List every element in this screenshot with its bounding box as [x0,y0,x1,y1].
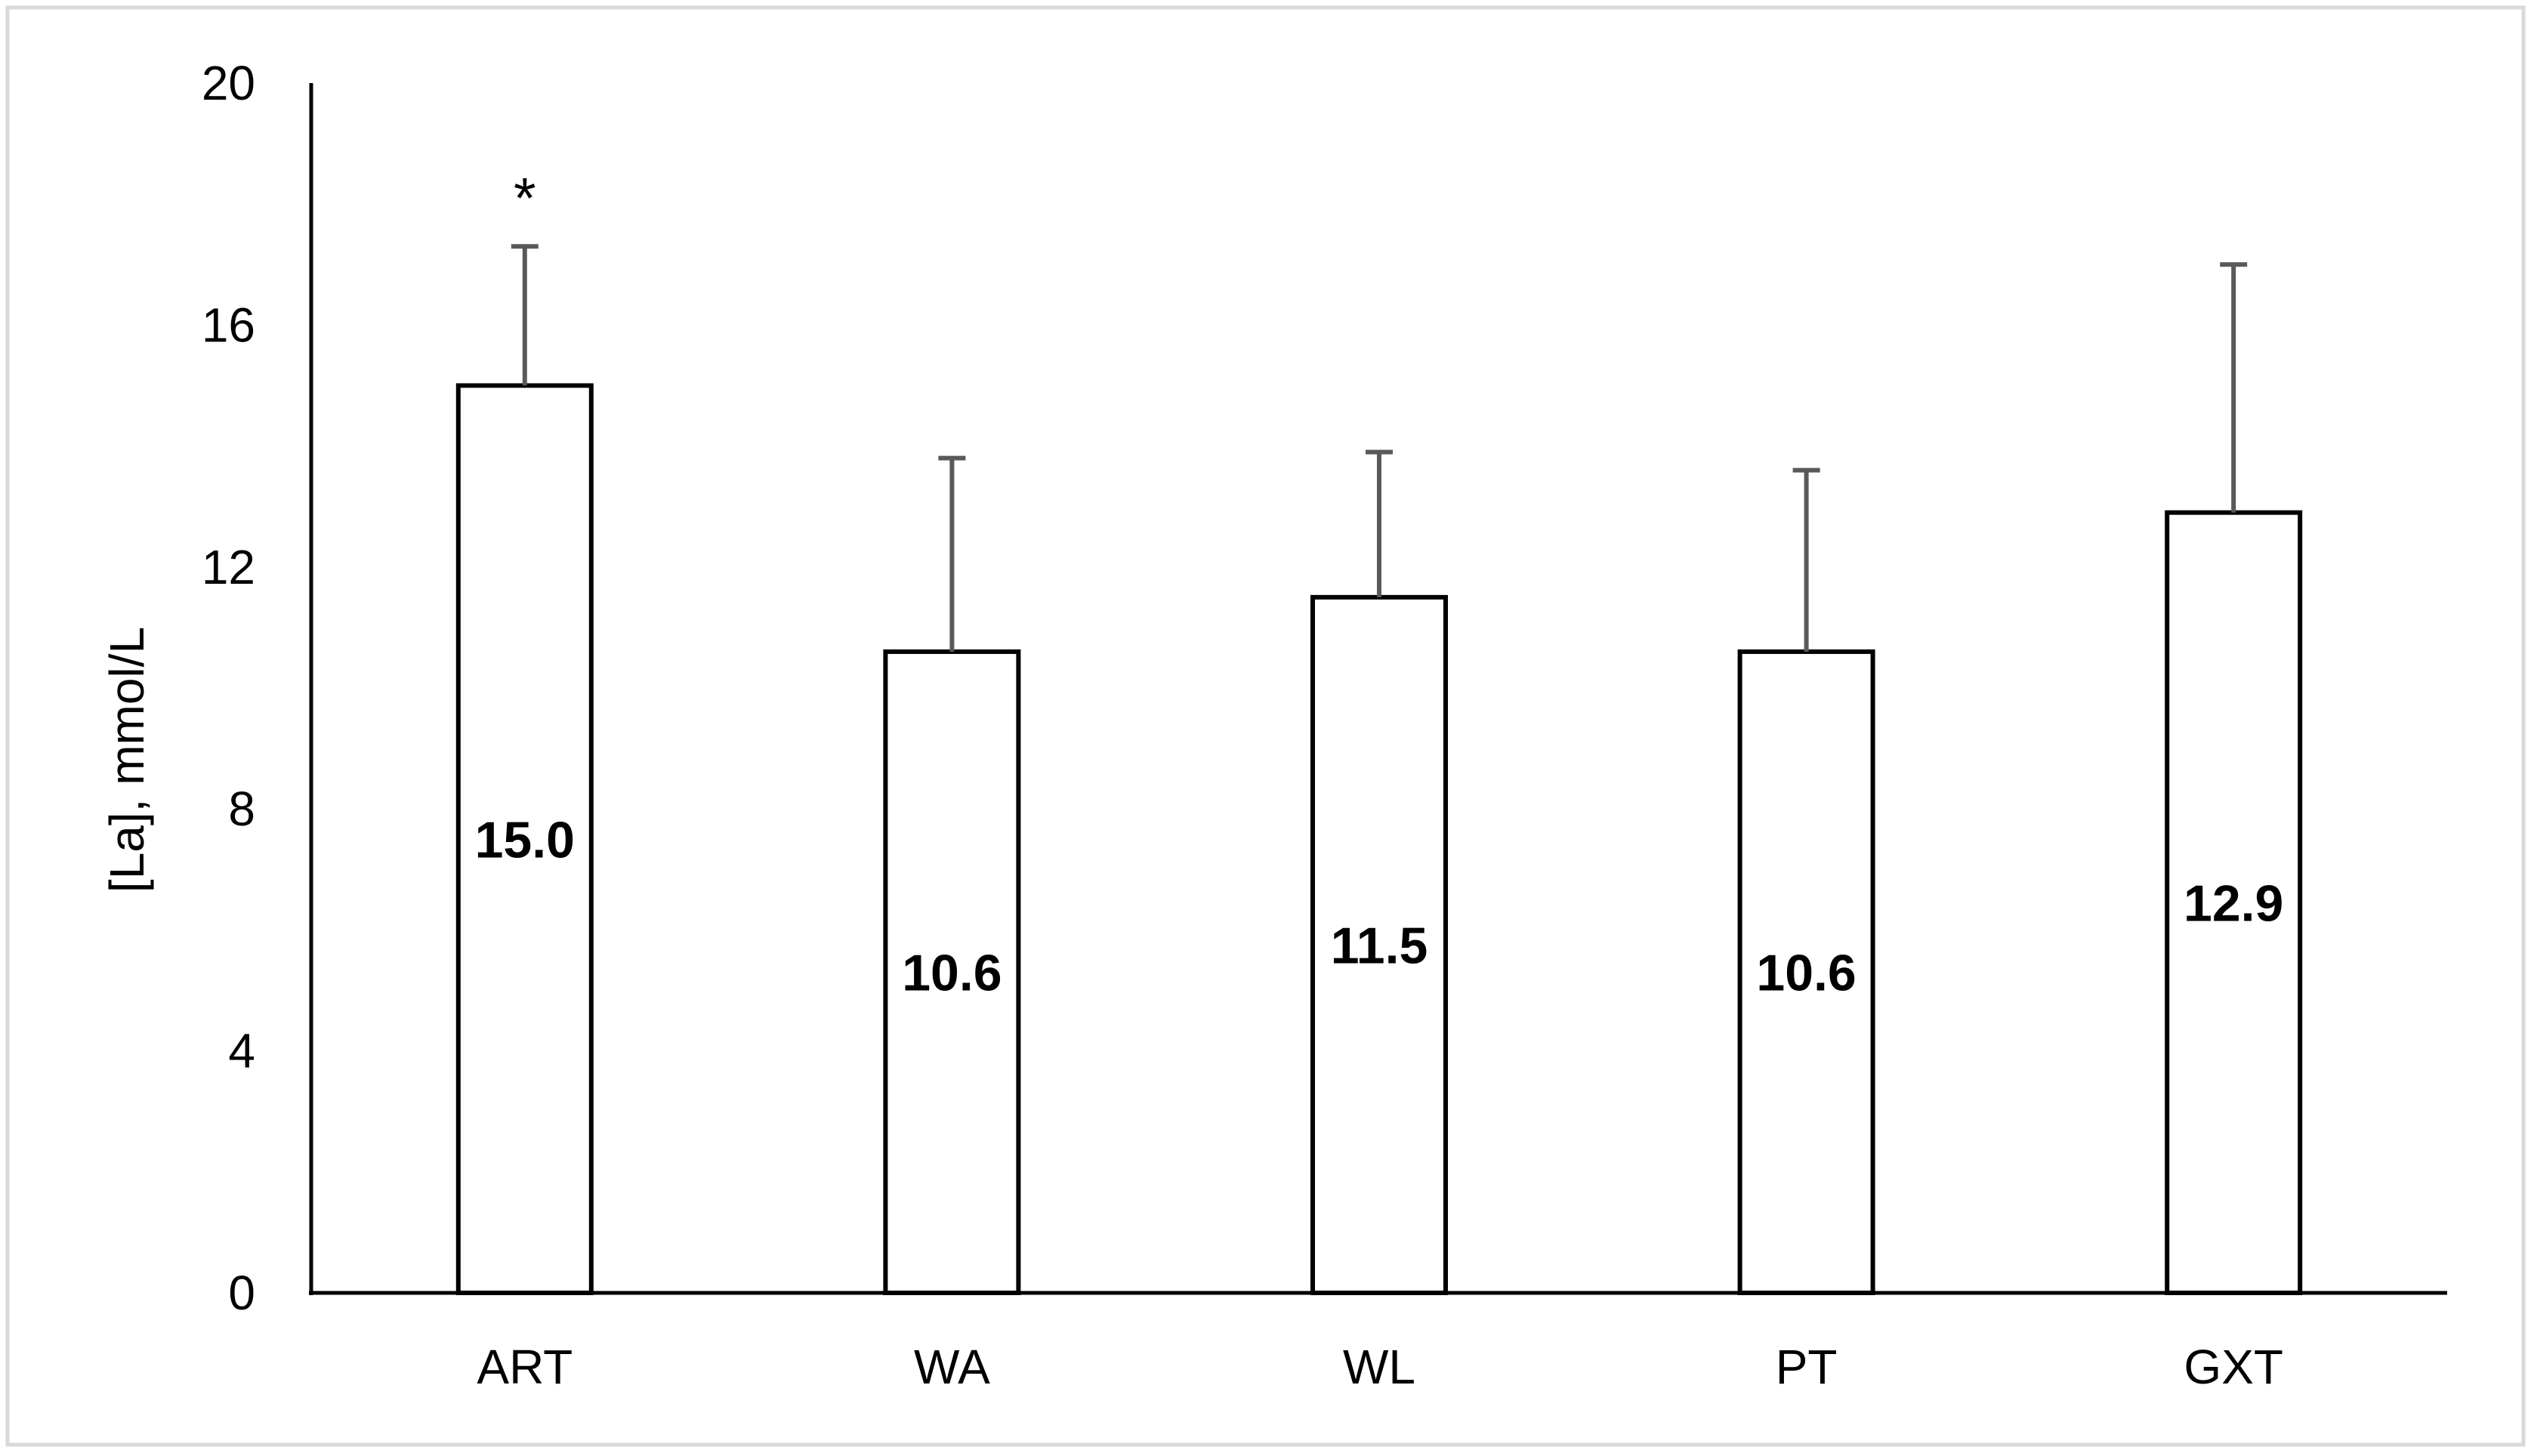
error-bars-layer [511,244,2248,652]
bar-art [455,383,594,1295]
data-label-wa: 10.6 [902,944,1002,1001]
x-tick-label-gxt: GXT [2184,1340,2283,1394]
y-tick-label-0: 0 [228,1266,255,1320]
bar-pt [1737,649,1875,1295]
x-tick-label-wa: WA [914,1340,990,1394]
labels-layer: 0 4 8 12 16 20 ART WA WL PT GXT 15.0 10.6 11.5 10.6 12.… [202,56,2284,1394]
y-tick-label-4: 4 [228,1024,255,1078]
data-label-pt: 10.6 [1756,944,1856,1001]
y-tick-label-16: 16 [202,298,255,352]
axes-layer [309,83,2447,1295]
data-label-wl: 11.5 [1331,917,1428,974]
y-tick-label-20: 20 [202,56,255,110]
bar-wa [883,649,1021,1295]
x-tick-label-art: ART [477,1340,573,1394]
chart-border [5,5,2526,1447]
significance-marker-art: * [514,166,536,230]
data-label-gxt: 12.9 [2184,875,2283,932]
y-tick-label-8: 8 [228,782,255,836]
x-tick-label-wl: WL [1343,1340,1415,1394]
y-tick-label-12: 12 [202,540,255,594]
y-axis-title: [La], mmol/L [100,627,154,893]
data-label-art: 15.0 [475,811,575,868]
x-tick-label-pt: PT [1776,1340,1838,1394]
